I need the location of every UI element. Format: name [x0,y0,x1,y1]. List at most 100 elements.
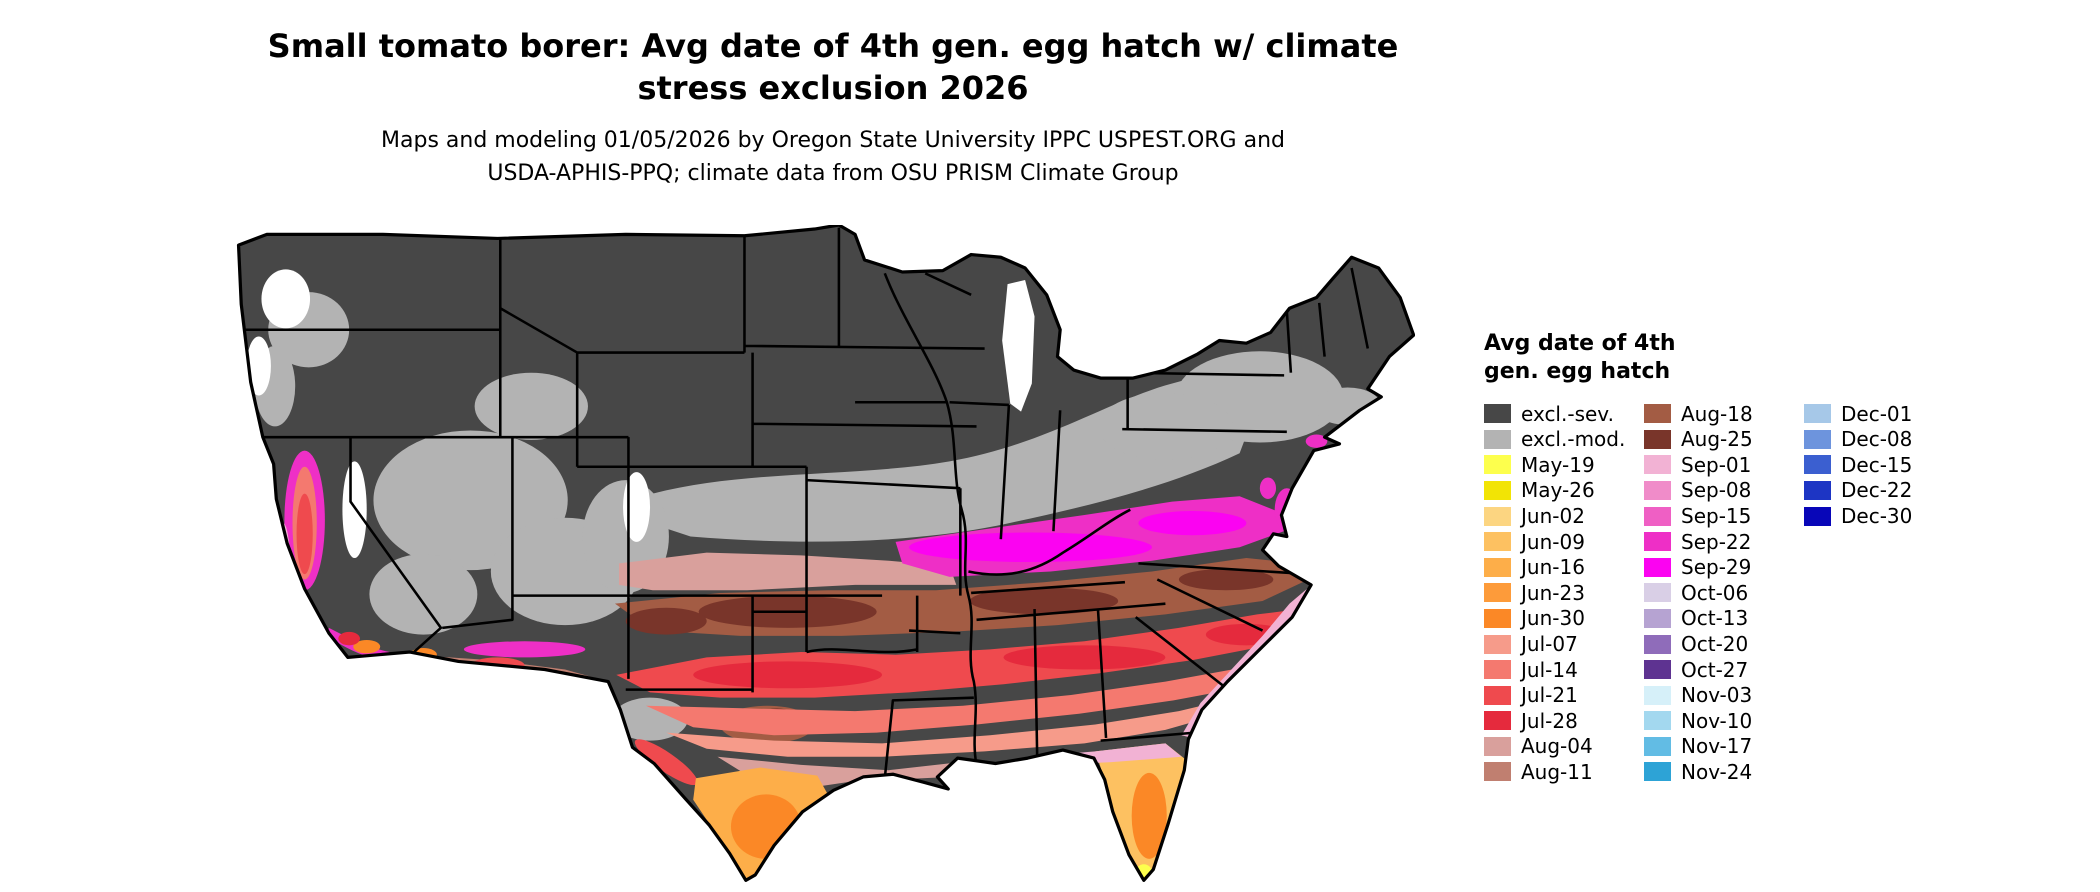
legend-item-Jun-23: Jun-23 [1484,580,1644,606]
legend-swatch [1644,557,1671,577]
legend-label: Jun-16 [1521,555,1585,580]
legend-item-Aug-18: Aug-18 [1644,401,1804,427]
legend-item-Sep-29: Sep-29 [1644,554,1804,580]
legend-label: Sep-29 [1681,555,1752,580]
legend-swatch [1484,455,1511,475]
legend-swatch [1644,429,1671,449]
legend-swatch [1644,736,1671,756]
legend-item-Oct-27: Oct-27 [1644,657,1804,683]
legend-item-Dec-08: Dec-08 [1804,426,1954,452]
legend-label: Aug-18 [1681,401,1753,426]
legend-swatch [1484,660,1511,680]
legend-item-Dec-22: Dec-22 [1804,478,1954,504]
legend-label: Aug-11 [1521,759,1593,784]
legend-item-Jul-28: Jul-28 [1484,708,1644,734]
figure-title-line2: stress exclusion 2026 [637,68,1029,107]
legend-swatch [1644,404,1671,424]
figure-title-line1: Small tomato borer: Avg date of 4th gen.… [267,27,1399,65]
figure-subtitle-line2: USDA-APHIS-PPQ; climate data from OSU PR… [487,161,1179,186]
legend-label: Oct-13 [1681,606,1749,631]
legend-label: Dec-30 [1841,504,1913,529]
legend-swatch [1644,608,1671,628]
legend-swatch [1644,660,1671,680]
figure-title: Small tomato borer: Avg date of 4th gen.… [0,26,1666,109]
legend-label: excl.-sev. [1521,401,1614,426]
legend-swatch [1484,711,1511,731]
legend-item-Dec-15: Dec-15 [1804,452,1954,478]
legend-title: Avg date of 4th gen. egg hatch [1484,330,1954,386]
legend-swatch [1644,685,1671,705]
legend-label: Jul-14 [1521,657,1578,682]
us-map [236,225,1415,882]
legend-label: Jul-28 [1521,708,1578,733]
climate-zones [238,225,1414,881]
legend-item-Jun-16: Jun-16 [1484,554,1644,580]
legend-swatch [1644,455,1671,475]
legend-label: Jul-21 [1521,683,1578,708]
legend-item-Oct-20: Oct-20 [1644,631,1804,657]
legend-label: Nov-17 [1681,734,1753,759]
legend-title-line2: gen. egg hatch [1484,358,1671,384]
legend-swatch [1804,455,1831,475]
legend-label: Jun-30 [1521,606,1585,631]
legend-swatch [1644,532,1671,552]
legend-label: Jun-23 [1521,580,1585,605]
legend-label: May-26 [1521,478,1595,503]
legend-item-Sep-08: Sep-08 [1644,478,1804,504]
legend-label: Jun-02 [1521,504,1585,529]
legend-swatch [1484,404,1511,424]
legend-label: May-19 [1521,452,1595,477]
legend-item-Jun-30: Jun-30 [1484,606,1644,632]
legend-label: Nov-03 [1681,683,1753,708]
legend-item-Aug-11: Aug-11 [1484,759,1644,785]
legend-item-excl.-sev.: excl.-sev. [1484,401,1644,427]
legend-label: Aug-04 [1521,734,1593,759]
legend-item-Dec-01: Dec-01 [1804,401,1954,427]
legend-label: Sep-22 [1681,529,1752,554]
legend-swatch [1804,429,1831,449]
legend-item-Sep-15: Sep-15 [1644,503,1804,529]
legend-label: Dec-22 [1841,478,1913,503]
legend-item-Nov-24: Nov-24 [1644,759,1804,785]
legend-swatch [1484,685,1511,705]
legend-item-Aug-25: Aug-25 [1644,426,1804,452]
legend-label: Sep-15 [1681,504,1752,529]
legend-label: Nov-24 [1681,759,1753,784]
figure-subtitle-line1: Maps and modeling 01/05/2026 by Oregon S… [381,128,1285,153]
legend-item-Nov-17: Nov-17 [1644,734,1804,760]
map-legend: Avg date of 4th gen. egg hatch excl.-sev… [1484,330,1954,785]
legend-swatch [1804,480,1831,500]
legend-column-3: Dec-01 Dec-08 Dec-15 Dec-22 Dec-30 [1804,401,1954,785]
legend-swatch [1484,583,1511,603]
legend-label: excl.-mod. [1521,427,1626,452]
legend-swatch [1484,532,1511,552]
legend-label: Sep-01 [1681,452,1752,477]
legend-label: Dec-01 [1841,401,1913,426]
legend-label: Dec-15 [1841,452,1913,477]
legend-item-May-26: May-26 [1484,478,1644,504]
legend-column-2: Aug-18 Aug-25 Sep-01 Sep-08 Sep-15 Sep-22 Sep-… [1644,401,1804,785]
legend-label: Sep-08 [1681,478,1752,503]
legend-swatch [1484,480,1511,500]
legend-label: Aug-25 [1681,427,1753,452]
legend-swatch [1484,634,1511,654]
state-borders [241,227,1370,779]
legend-item-Nov-03: Nov-03 [1644,682,1804,708]
legend-columns: excl.-sev. excl.-mod. May-19 May-26 Jun-02 Ju… [1484,401,1954,785]
legend-swatch [1484,736,1511,756]
legend-swatch [1484,557,1511,577]
legend-swatch [1644,634,1671,654]
legend-item-May-19: May-19 [1484,452,1644,478]
legend-label: Dec-08 [1841,427,1913,452]
legend-item-Nov-10: Nov-10 [1644,708,1804,734]
figure-subtitle: Maps and modeling 01/05/2026 by Oregon S… [0,124,1666,190]
legend-swatch [1484,506,1511,526]
legend-label: Nov-10 [1681,708,1753,733]
legend-item-Dec-30: Dec-30 [1804,503,1954,529]
legend-swatch [1484,608,1511,628]
legend-label: Jul-07 [1521,632,1578,657]
us-outline [236,225,1415,882]
legend-item-excl.-mod.: excl.-mod. [1484,426,1644,452]
legend-item-Oct-06: Oct-06 [1644,580,1804,606]
